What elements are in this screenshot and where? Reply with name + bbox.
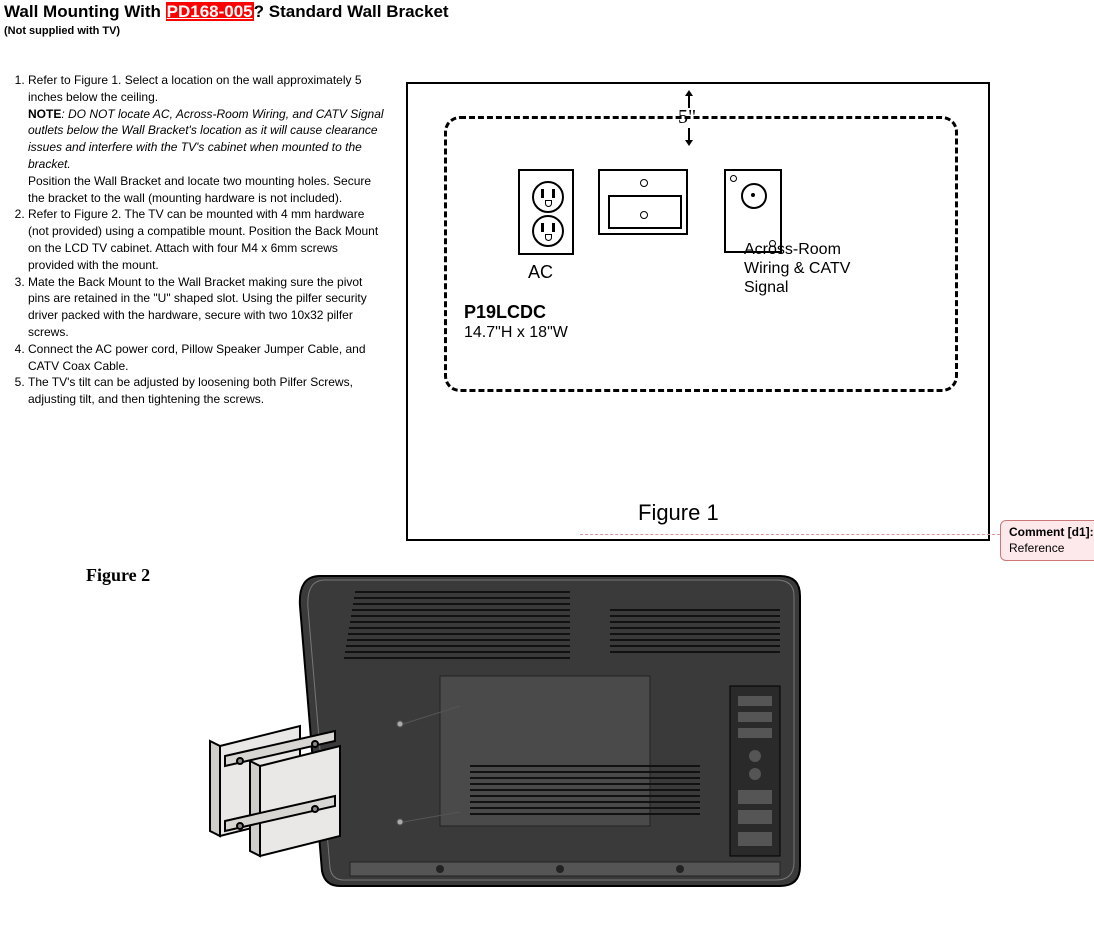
instruction-4: Connect the AC power cord, Pillow Speake… — [28, 341, 384, 375]
ac-label: AC — [528, 262, 553, 283]
instruction-1a: Refer to Figure 1. Select a location on … — [28, 73, 362, 104]
instruction-1: Refer to Figure 1. Select a location on … — [28, 72, 384, 206]
comment-balloon[interactable]: Comment [d1]: Remove the P19LCDC Referen… — [1000, 520, 1094, 561]
figure-2 — [140, 566, 840, 916]
figure-1: 5" AC Across-Room Wiring & CATV Signal P… — [406, 82, 990, 541]
p19-label: P19LCDC — [464, 302, 546, 323]
note-body: : DO NOT locate AC, Across-Room Wiring, … — [28, 107, 384, 171]
page: Wall Mounting With PD168-005? Standard W… — [0, 0, 1094, 929]
instruction-1b: Position the Wall Bracket and locate two… — [28, 174, 371, 205]
title-prefix: Wall Mounting With — [4, 2, 166, 21]
dimensions-label: 14.7"H x 18"W — [464, 324, 568, 342]
comment-label: Comment [d1]: — [1009, 525, 1094, 539]
instruction-2: Refer to Figure 2. The TV can be mounted… — [28, 206, 384, 273]
catv-label: Across-Room Wiring & CATV Signal — [744, 240, 850, 298]
five-inch-label: 5" — [678, 106, 696, 129]
instruction-5: The TV's tilt can be adjusted by looseni… — [28, 374, 384, 408]
instructions-list: Refer to Figure 1. Select a location on … — [4, 72, 384, 408]
title-highlight: PD168-005 — [166, 2, 254, 21]
comment-connector-line — [580, 534, 1000, 535]
subtitle: (Not supplied with TV) — [4, 25, 120, 37]
ac-outlet-icon — [518, 169, 574, 255]
tv-back-illustration-icon — [140, 566, 840, 916]
figure-1-caption: Figure 1 — [638, 500, 719, 526]
instruction-3: Mate the Back Mount to the Wall Bracket … — [28, 274, 384, 341]
page-title: Wall Mounting With PD168-005? Standard W… — [4, 2, 449, 22]
note-label: NOTE — [28, 107, 61, 121]
title-suffix: ? Standard Wall Bracket — [254, 2, 449, 21]
wall-bracket-icon — [598, 169, 688, 235]
arrow-down-icon — [688, 128, 690, 144]
